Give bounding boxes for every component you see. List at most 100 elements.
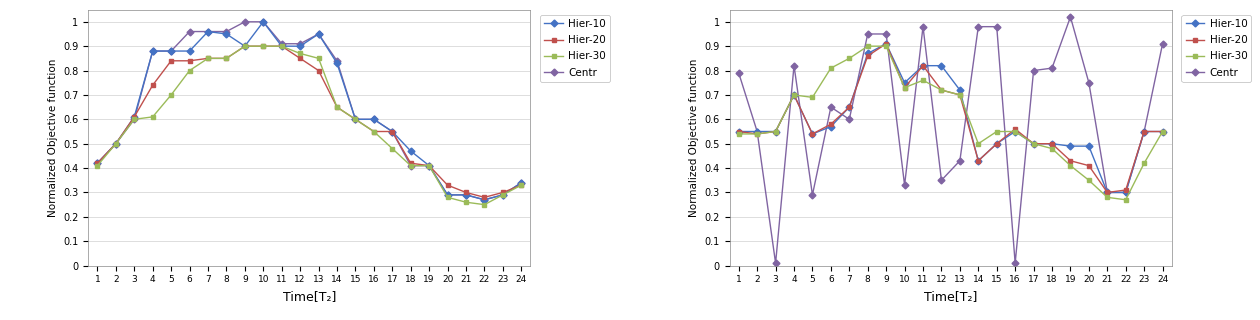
Hier-20 <box>989 142 1004 146</box>
Hier-10 <box>805 132 820 136</box>
Line: Hier-20: Hier-20 <box>736 41 1166 195</box>
Hier-20 <box>1008 127 1023 131</box>
Centr <box>164 49 179 53</box>
Hier-30 <box>422 164 437 168</box>
Hier-30 <box>89 164 105 168</box>
Hier-10 <box>440 193 455 197</box>
Line: Hier-30: Hier-30 <box>94 44 524 207</box>
Line: Hier-10: Hier-10 <box>94 19 524 202</box>
Hier-30 <box>367 130 382 133</box>
Hier-30 <box>219 56 234 60</box>
Hier-20 <box>256 44 271 48</box>
Centr <box>861 32 876 36</box>
Centr <box>440 193 455 197</box>
Hier-10 <box>731 130 746 133</box>
Hier-30 <box>1045 147 1060 150</box>
Hier-10 <box>219 32 234 36</box>
Hier-20 <box>403 161 418 165</box>
Hier-10 <box>145 49 160 53</box>
Hier-30 <box>329 105 344 109</box>
Centr <box>348 117 363 121</box>
Centr <box>731 71 746 75</box>
Hier-10 <box>861 52 876 55</box>
Hier-20 <box>292 56 307 60</box>
Hier-20 <box>970 159 985 163</box>
Hier-20 <box>769 130 784 133</box>
Hier-20 <box>1137 130 1152 133</box>
Hier-20 <box>1063 159 1079 163</box>
Hier-10 <box>970 159 985 163</box>
Hier-10 <box>292 44 307 48</box>
Hier-20 <box>823 122 838 126</box>
Hier-10 <box>750 130 765 133</box>
Hier-30 <box>750 132 765 136</box>
Hier-10 <box>1100 190 1115 194</box>
Hier-10 <box>1118 190 1133 194</box>
Hier-10 <box>916 64 931 68</box>
Centr <box>916 25 931 28</box>
Hier-10 <box>311 32 326 36</box>
Hier-10 <box>1045 142 1060 146</box>
Hier-10 <box>514 181 529 185</box>
Centr <box>1045 66 1060 70</box>
Hier-20 <box>786 93 801 97</box>
Hier-10 <box>256 20 271 24</box>
Hier-30 <box>181 68 197 72</box>
Hier-30 <box>1137 161 1152 165</box>
Hier-30 <box>897 86 912 90</box>
Hier-10 <box>275 44 290 48</box>
Y-axis label: Normalized Objective function: Normalized Objective function <box>48 59 58 217</box>
Hier-20 <box>237 44 252 48</box>
Hier-20 <box>731 130 746 133</box>
Hier-10 <box>367 117 382 121</box>
Hier-20 <box>459 190 474 194</box>
Line: Centr: Centr <box>94 19 524 202</box>
Centr <box>1026 68 1041 72</box>
Hier-30 <box>1155 130 1171 133</box>
Hier-30 <box>1063 164 1079 168</box>
Hier-20 <box>384 130 399 133</box>
Hier-10 <box>823 125 838 129</box>
Hier-10 <box>1155 130 1171 133</box>
Hier-30 <box>731 132 746 136</box>
X-axis label: Time[T₂]: Time[T₂] <box>924 290 978 303</box>
Hier-20 <box>1155 130 1171 133</box>
Hier-10 <box>769 130 784 133</box>
Hier-10 <box>989 142 1004 146</box>
Centr <box>403 164 418 168</box>
Hier-30 <box>127 117 142 121</box>
Centr <box>897 183 912 187</box>
Hier-20 <box>329 105 344 109</box>
Hier-30 <box>953 93 968 97</box>
Hier-30 <box>384 147 399 150</box>
Hier-10 <box>495 193 510 197</box>
Hier-20 <box>367 130 382 133</box>
Hier-30 <box>237 44 252 48</box>
Hier-20 <box>1118 188 1133 192</box>
Hier-20 <box>127 115 142 119</box>
Hier-20 <box>878 42 893 46</box>
Hier-10 <box>127 115 142 119</box>
Hier-20 <box>1045 142 1060 146</box>
Hier-20 <box>1026 142 1041 146</box>
Hier-30 <box>292 52 307 55</box>
Centr <box>842 117 857 121</box>
Hier-20 <box>495 190 510 194</box>
Centr <box>311 32 326 36</box>
Hier-30 <box>348 117 363 121</box>
Hier-20 <box>164 59 179 63</box>
Hier-20 <box>145 83 160 87</box>
Centr <box>367 117 382 121</box>
Hier-20 <box>200 56 215 60</box>
Centr <box>1100 190 1115 194</box>
Hier-10 <box>842 105 857 109</box>
Centr <box>1137 130 1152 133</box>
Centr <box>476 198 491 202</box>
Hier-10 <box>459 193 474 197</box>
Hier-10 <box>1026 142 1041 146</box>
Centr <box>878 32 893 36</box>
Hier-20 <box>1100 190 1115 194</box>
Centr <box>786 64 801 68</box>
Hier-30 <box>934 88 949 92</box>
Centr <box>256 20 271 24</box>
